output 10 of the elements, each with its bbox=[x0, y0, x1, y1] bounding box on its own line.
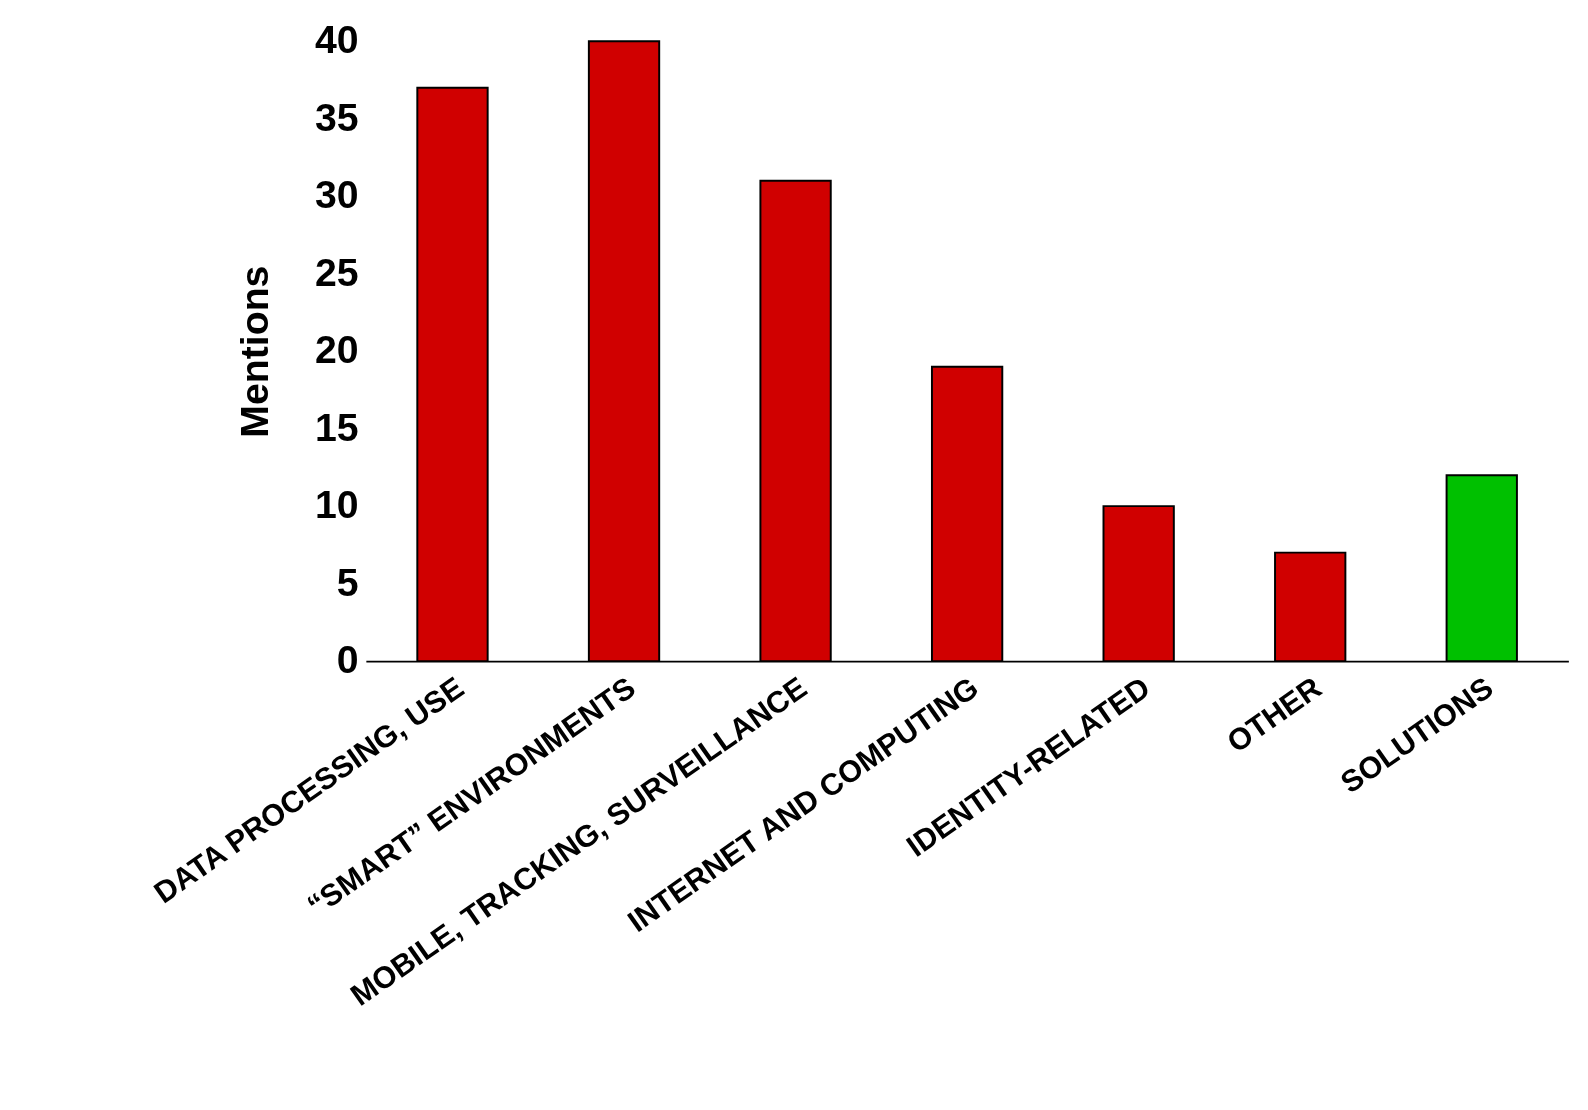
y-tick-label: 35 bbox=[314, 94, 359, 139]
y-tick-label: 40 bbox=[314, 17, 359, 62]
y-tick-label: 0 bbox=[336, 637, 359, 682]
y-axis-title: Mentions bbox=[231, 265, 276, 438]
y-tick-label: 20 bbox=[314, 327, 359, 372]
y-tick-label: 30 bbox=[314, 172, 359, 217]
y-tick-label: 15 bbox=[314, 404, 359, 449]
y-tick-label: 25 bbox=[314, 249, 359, 294]
y-tick-label: 10 bbox=[314, 482, 359, 527]
y-tick-label: 5 bbox=[336, 559, 359, 604]
